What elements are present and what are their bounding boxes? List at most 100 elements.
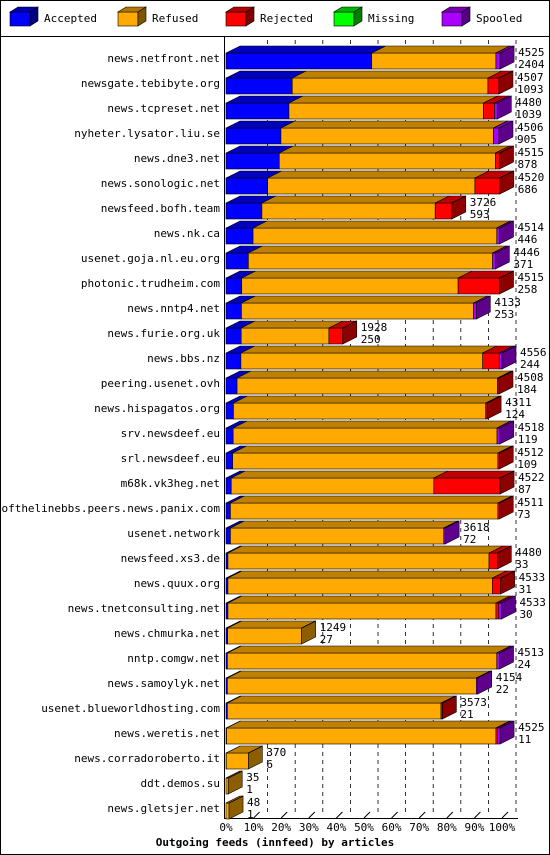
legend-swatch [9,11,31,27]
y-tick-label: news.furie.org.uk [107,327,220,340]
y-tick-label: peering.usenet.ovh [101,377,220,390]
bar-segment [232,452,499,470]
x-tick [253,811,260,819]
y-tick-label: news.sonologic.net [101,177,220,190]
y-tick-label: newsfeed.bofh.team [101,202,221,215]
bar-segment [498,602,502,620]
accepted-label: 244 [520,358,540,371]
x-tick-label: 90% [464,821,484,834]
bar-segment-top [442,695,457,704]
bar-segment-top [227,670,491,679]
bar-segment-top [236,370,512,379]
accepted-label: 87 [518,483,531,496]
x-tick-label: 10% [244,821,264,834]
bar-segment-top [227,645,511,654]
x-tick [418,811,426,819]
accepted-label: 21 [460,708,473,721]
bar-segment-top [498,70,514,79]
legend-label: Spooled [476,12,522,25]
legend-swatch [441,11,463,27]
offered-label: 4154 [496,671,523,684]
bar-segment-top [227,545,504,554]
bar-segment [252,227,498,245]
x-tick-label: 70% [409,821,429,834]
bar-segment [492,577,501,595]
bar-segment [227,552,490,570]
y-tick-label: usenet.blueworldhosting.com [41,702,220,715]
accepted-label: 27 [320,633,333,646]
bar-segment [225,152,280,170]
bar-segment [498,352,503,370]
accepted-label: 686 [518,183,538,196]
offered-label: 4446 [513,246,540,259]
offered-label: 1249 [320,621,347,634]
bar-segment [230,527,445,545]
offered-label: 4520 [518,171,545,184]
bar-segment-top [241,270,473,279]
bar-segment-top [261,195,450,204]
y-tick-label: news.gletsjer.net [107,802,220,815]
bar-segment-side [477,670,493,695]
x-tick [280,811,288,819]
x-tick-label: 50% [354,821,374,834]
bar-segment [225,527,231,545]
bar-segment [267,177,476,195]
bar-segment [473,302,477,320]
bar-segment [496,227,500,245]
accepted-label: 30 [519,608,532,621]
bar-segment [474,177,501,195]
bar-segment [225,477,232,495]
bar-segment-side [495,245,510,270]
bar-segment-top [252,220,511,229]
bar-segment-top [279,145,510,154]
bar-segment [227,602,497,620]
bar-segment [225,227,254,245]
x-tick-label: 40% [326,821,346,834]
bar-segment-top [231,470,448,479]
bar-segment [288,102,484,120]
offered-label: 370 [266,746,286,759]
x-tick-label: 100% [489,821,516,834]
bar-segment [227,702,442,720]
accepted-label: 33 [515,558,528,571]
bar-segment-top [241,320,344,329]
legend-swatch-side [461,6,471,27]
bar-segment-top [230,520,458,529]
bar-segment [483,102,495,120]
bar-segment [232,427,498,445]
bar-segment [230,477,435,495]
bar-segment-side [501,595,516,620]
x-tick [474,811,481,819]
offered-label: 4508 [517,371,544,384]
bar-segment-top [226,720,511,729]
x-tick-label: 80% [437,821,457,834]
x-tick-label: 60% [382,821,402,834]
bar-segment-side [499,645,514,670]
x-tick [501,811,509,819]
bar-segment [494,102,498,120]
legend-swatch [117,11,139,27]
offered-label: 4506 [517,121,544,134]
y-tick-label: usenet.network [127,527,220,540]
accepted-label: 11 [518,733,531,746]
bar-segment [240,327,330,345]
bar-segment-top [225,45,386,54]
offered-label: 3618 [463,521,490,534]
legend-label: Rejected [260,12,313,25]
bar-segment-side [444,520,460,545]
accepted-label: 109 [517,458,537,471]
bar-segment-top [248,245,507,254]
bar-segment [482,352,500,370]
offered-label: 4133 [494,296,521,309]
y-tick-label: photonic.trudheim.com [81,277,220,290]
accepted-label: 878 [518,158,538,171]
offered-label: 4513 [518,646,545,659]
offered-label: 4518 [518,421,545,434]
bar-segment-top [288,95,498,104]
bar-segment-top [451,195,466,204]
bar-segment-top [499,470,515,479]
bar-segment [225,277,243,295]
y-tick-label: news.nk.ca [154,227,220,240]
y-tick-label: news.chmurka.net [114,627,220,640]
